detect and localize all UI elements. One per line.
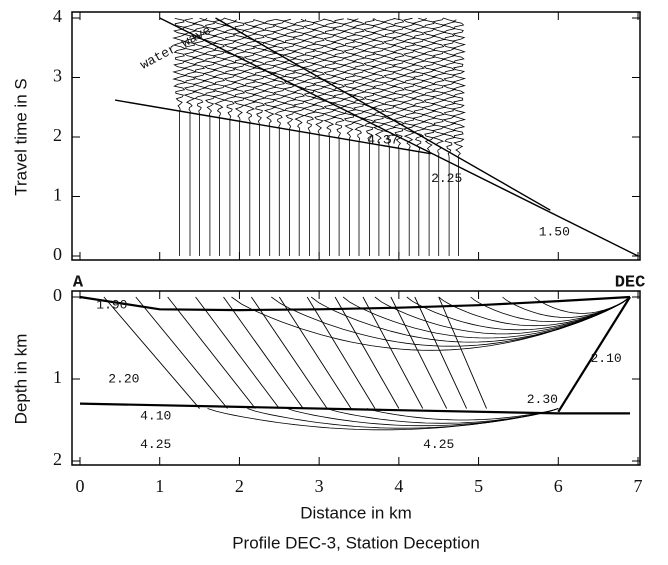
velocity-label: 1.90 xyxy=(96,298,127,313)
seismic-trace xyxy=(451,19,467,256)
ray xyxy=(278,296,352,409)
seismic-trace xyxy=(341,18,357,256)
seismic-trace xyxy=(211,17,228,256)
seismic-trace xyxy=(401,17,417,256)
seismic-trace xyxy=(311,18,327,256)
x-tick-label: 7 xyxy=(634,476,643,496)
velocity-label: 2.20 xyxy=(108,371,139,386)
y-axis-label: Travel time in S xyxy=(11,78,30,195)
seismic-trace xyxy=(322,18,338,256)
deep-ray xyxy=(326,408,559,424)
end-label: DEC xyxy=(615,273,646,292)
x-tick-label: 2 xyxy=(235,476,244,496)
ray xyxy=(167,296,256,409)
seismic-trace xyxy=(222,17,238,256)
ray xyxy=(135,296,228,409)
seismic-trace xyxy=(291,18,307,256)
y-tick-label: 2 xyxy=(53,125,62,145)
seismic-trace xyxy=(242,19,258,256)
x-tick-label: 6 xyxy=(554,476,563,496)
seismic-trace xyxy=(192,17,208,256)
annotation: 4.37 xyxy=(367,132,398,147)
ray xyxy=(390,296,448,409)
seismic-trace xyxy=(391,18,407,256)
plot-frame xyxy=(71,290,641,466)
velocity-label: 4.10 xyxy=(140,408,171,423)
ray xyxy=(251,296,328,409)
y-tick-label: 0 xyxy=(53,244,62,264)
y-axis-label: Depth in km xyxy=(11,334,30,425)
line xyxy=(79,402,630,415)
ray-curve xyxy=(310,296,631,343)
ray-curve xyxy=(342,296,631,339)
ray xyxy=(195,296,280,409)
y-tick-label: 1 xyxy=(53,367,62,387)
ray-curve xyxy=(374,296,631,335)
ray xyxy=(223,296,304,409)
annotation: 1.50 xyxy=(539,225,570,240)
ray xyxy=(414,296,468,409)
seismic-trace xyxy=(421,17,437,256)
y-tick-label: 0 xyxy=(53,285,62,305)
ray xyxy=(362,296,424,409)
x-tick-label: 5 xyxy=(474,476,483,496)
x-tick-label: 3 xyxy=(315,476,324,496)
y-tick-label: 4 xyxy=(53,6,62,26)
seismic-trace xyxy=(302,19,318,256)
line xyxy=(79,295,631,312)
ray-curve xyxy=(534,296,631,314)
seismic-trace xyxy=(182,18,198,256)
velocity-label: 4.25 xyxy=(140,437,171,452)
velocity-label: 2.10 xyxy=(591,351,622,366)
deep-ray xyxy=(366,408,559,421)
ray xyxy=(103,296,200,409)
y-tick-label: 3 xyxy=(53,66,62,86)
x-tick-label: 4 xyxy=(394,476,403,496)
ray xyxy=(306,296,376,409)
seismic-trace xyxy=(411,17,427,256)
velocity-label: 4.25 xyxy=(423,437,454,452)
velocity-label: 2.30 xyxy=(527,392,558,407)
seismic-trace xyxy=(351,18,367,256)
seismic-trace xyxy=(251,19,267,256)
y-tick-label: 2 xyxy=(53,449,62,469)
line xyxy=(215,17,551,211)
seismic-trace xyxy=(271,18,287,256)
caption: Profile DEC-3, Station Deception xyxy=(232,533,480,552)
x-axis-label: Distance in km xyxy=(300,503,411,522)
x-tick-label: 1 xyxy=(155,476,164,496)
end-label: A xyxy=(73,273,84,292)
y-tick-label: 1 xyxy=(53,185,62,205)
line xyxy=(159,17,639,257)
seismic-trace xyxy=(282,18,298,256)
seismic-trace xyxy=(202,17,218,256)
annotation: 2.25 xyxy=(431,171,462,186)
x-tick-label: 0 xyxy=(76,476,85,496)
line xyxy=(114,99,431,155)
line xyxy=(557,296,631,413)
plot-frame xyxy=(71,11,641,261)
seismic-trace xyxy=(262,19,278,256)
ray xyxy=(438,296,487,409)
